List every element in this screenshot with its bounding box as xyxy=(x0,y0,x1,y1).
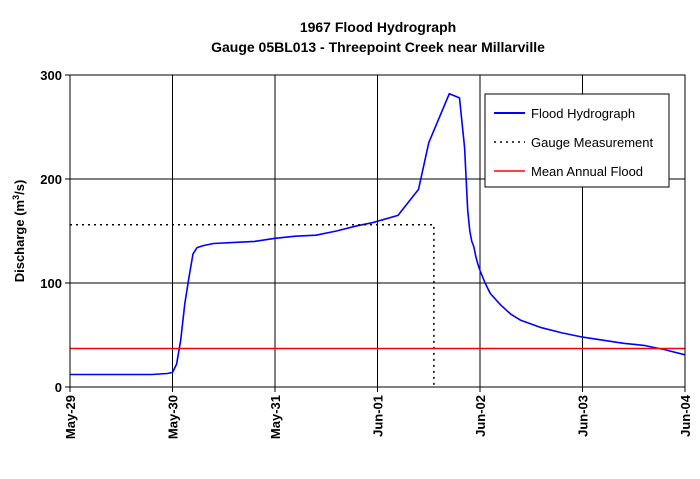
y-tick-label: 0 xyxy=(55,380,62,395)
x-tick-label: Jun-03 xyxy=(576,395,591,437)
legend-label-measurement: Gauge Measurement xyxy=(531,135,654,150)
x-tick-label: Jun-04 xyxy=(678,394,693,437)
x-tick-label: May-31 xyxy=(268,395,283,439)
y-tick-label: 200 xyxy=(40,172,62,187)
chart-subtitle: Gauge 05BL013 - Threepoint Creek near Mi… xyxy=(211,39,545,55)
y-axis-label-sup: 3 xyxy=(11,195,21,200)
y-axis-label-tail: /s) xyxy=(12,180,27,195)
x-tick-label: Jun-01 xyxy=(371,395,386,437)
legend-label-hydrograph: Flood Hydrograph xyxy=(531,106,635,121)
x-tick-label: Jun-02 xyxy=(473,395,488,437)
plot-series xyxy=(70,92,686,387)
legend-label-mean-flood: Mean Annual Flood xyxy=(531,164,643,179)
hydrograph-line xyxy=(70,92,686,376)
chart-title: 1967 Flood Hydrograph xyxy=(300,19,456,35)
x-tick-label: May-30 xyxy=(166,395,181,439)
y-tick-label: 300 xyxy=(40,68,62,83)
axis-ticks: 0 100 200 300 May-29 May-30 May-31 Jun-01 Jun-02… xyxy=(40,68,693,439)
y-axis-label-main: Discharge (m xyxy=(12,200,27,282)
gauge-measurement-line xyxy=(70,224,435,387)
legend: Flood Hydrograph Gauge Measurement Mean … xyxy=(484,93,670,188)
y-tick-label: 100 xyxy=(40,276,62,291)
x-tick-label: May-29 xyxy=(63,395,78,439)
y-axis-label: Discharge (m3/s) xyxy=(11,180,27,283)
